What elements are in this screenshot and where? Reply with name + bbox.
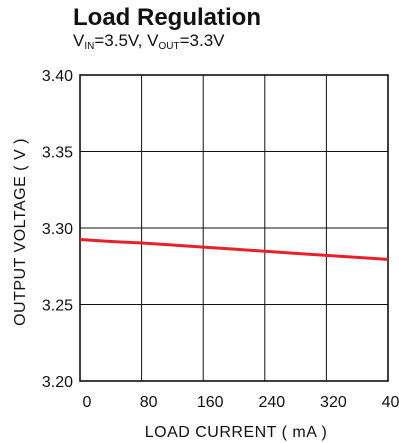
vin-value: =3.5V, [94,31,148,50]
x-tick-label: 400 [382,394,399,411]
y-tick-label: 3.25 [42,298,73,315]
plot-frame [79,74,389,382]
x-axis-label: LOAD CURRENT ( mA ) [145,424,328,441]
vout-symbol: V [147,31,159,50]
y-tick-labels: 3.20 3.25 3.30 3.35 3.40 [42,68,73,391]
y-axis-label: OUTPUT VOLTAGE ( V ) [12,138,29,326]
vout-value: =3.3V [179,31,225,50]
chart-title: Load Regulation [73,4,261,31]
vout-subscript: OUT [158,41,180,52]
output-voltage-line [79,238,389,261]
x-tick-label: 320 [320,394,347,411]
vin-subscript: IN [84,41,95,52]
y-tick-label: 3.30 [42,221,73,238]
x-tick-label: 80 [140,394,158,411]
y-tick-label: 3.35 [42,145,73,162]
x-tick-label: 0 [83,394,92,411]
x-tick-label: 240 [258,394,285,411]
x-tick-labels: 0 80 160 240 320 400 [83,394,399,411]
y-tick-label: 3.20 [42,374,73,391]
x-tick-label: 160 [197,394,224,411]
y-tick-label: 3.40 [42,68,73,85]
grid [80,75,388,381]
vin-symbol: V [73,31,85,50]
series-layer [79,238,389,261]
chart-subtitle: VIN=3.5V, VOUT=3.3V [73,31,225,52]
